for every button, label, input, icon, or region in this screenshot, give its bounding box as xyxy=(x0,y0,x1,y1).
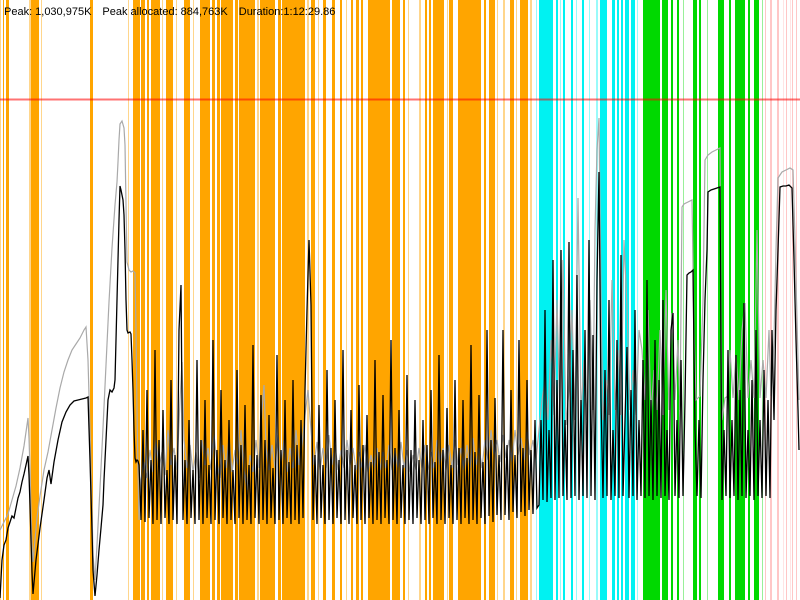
event-bar xyxy=(503,0,505,600)
event-bar xyxy=(489,0,495,600)
event-bar xyxy=(707,0,708,600)
duration-stat: Duration:1:12:29.86 xyxy=(239,6,336,18)
event-bar xyxy=(792,0,793,600)
event-bar xyxy=(0,0,1,600)
event-bar xyxy=(419,0,421,600)
event-bar xyxy=(748,0,750,600)
event-bar xyxy=(449,0,453,600)
event-bar xyxy=(643,0,660,600)
event-bar xyxy=(617,0,619,600)
stats-header: Peak: 1,030,975K Peak allocated: 884,763K Du… xyxy=(4,5,346,19)
event-bar xyxy=(141,0,145,600)
event-bar xyxy=(323,0,326,600)
event-bar xyxy=(600,0,607,600)
event-bar xyxy=(332,0,335,600)
event-bar xyxy=(786,0,787,600)
event-bar xyxy=(425,0,427,600)
event-bar xyxy=(516,0,517,600)
event-bar xyxy=(184,0,190,600)
event-bar xyxy=(166,0,173,600)
event-bar xyxy=(484,0,486,600)
event-bar xyxy=(128,0,129,600)
event-bar xyxy=(41,0,42,600)
event-bar xyxy=(311,0,315,600)
event-bar xyxy=(637,0,638,600)
event-bar xyxy=(770,0,772,600)
event-bar xyxy=(200,0,210,600)
event-bar xyxy=(162,0,163,600)
event-bar xyxy=(735,0,745,600)
peak-allocated-label: Peak allocated: xyxy=(102,6,178,18)
event-bar xyxy=(307,0,309,600)
event-bar xyxy=(29,0,31,600)
event-bar xyxy=(754,0,759,600)
duration-value: 1:12:29.86 xyxy=(283,6,336,18)
event-bar xyxy=(447,0,448,600)
peak-allocated-value: 884,763K xyxy=(180,6,228,18)
event-bar xyxy=(351,0,353,600)
event-bar xyxy=(683,0,684,600)
event-bar xyxy=(368,0,390,600)
event-bar xyxy=(318,0,319,600)
event-bar xyxy=(429,0,431,600)
event-bar xyxy=(571,0,573,600)
event-bar xyxy=(217,0,220,600)
event-bar xyxy=(212,0,215,600)
event-bar xyxy=(497,0,498,600)
event-bar xyxy=(699,0,701,600)
event-bar xyxy=(790,0,791,600)
allocated-memory-line xyxy=(0,171,800,599)
event-bar xyxy=(282,0,305,600)
event-bar xyxy=(612,0,615,600)
event-bar xyxy=(777,0,779,600)
peak-value: 1,030,975K xyxy=(35,6,92,18)
event-bar xyxy=(536,0,537,600)
event-bar xyxy=(361,0,363,600)
event-bar xyxy=(510,0,514,600)
event-bar xyxy=(340,0,342,600)
event-bar xyxy=(6,0,9,600)
event-bar xyxy=(765,0,766,600)
event-bar xyxy=(90,0,93,600)
event-bar xyxy=(433,0,444,600)
event-bar xyxy=(392,0,400,600)
event-bar xyxy=(662,0,668,600)
event-bar xyxy=(31,0,39,600)
event-bar xyxy=(151,0,160,600)
event-bar xyxy=(193,0,194,600)
peak-label: Peak: xyxy=(4,6,33,18)
event-bar xyxy=(257,0,259,600)
event-bar xyxy=(762,0,763,600)
event-bar xyxy=(408,0,409,600)
event-bar xyxy=(693,0,697,600)
peak-allocated-stat: Peak allocated: 884,763K xyxy=(102,6,227,18)
event-bar xyxy=(403,0,405,600)
event-bar xyxy=(133,0,140,600)
event-bar xyxy=(530,0,532,600)
event-bar xyxy=(520,0,528,600)
duration-label: Duration: xyxy=(238,6,284,18)
event-bar xyxy=(235,0,238,600)
event-bar xyxy=(356,0,359,600)
event-bar xyxy=(631,0,635,600)
event-bar xyxy=(346,0,347,600)
event-bar xyxy=(582,0,584,600)
event-bar xyxy=(176,0,177,600)
event-bar xyxy=(671,0,673,600)
event-bar xyxy=(677,0,679,600)
event-bar xyxy=(278,0,281,600)
event-bar xyxy=(147,0,149,600)
event-bar xyxy=(539,0,553,600)
event-bar xyxy=(3,0,4,600)
event-bar xyxy=(783,0,784,600)
total-memory-line xyxy=(0,117,800,581)
event-bar xyxy=(729,0,731,600)
peak-stat: Peak: 1,030,975K xyxy=(4,6,91,18)
